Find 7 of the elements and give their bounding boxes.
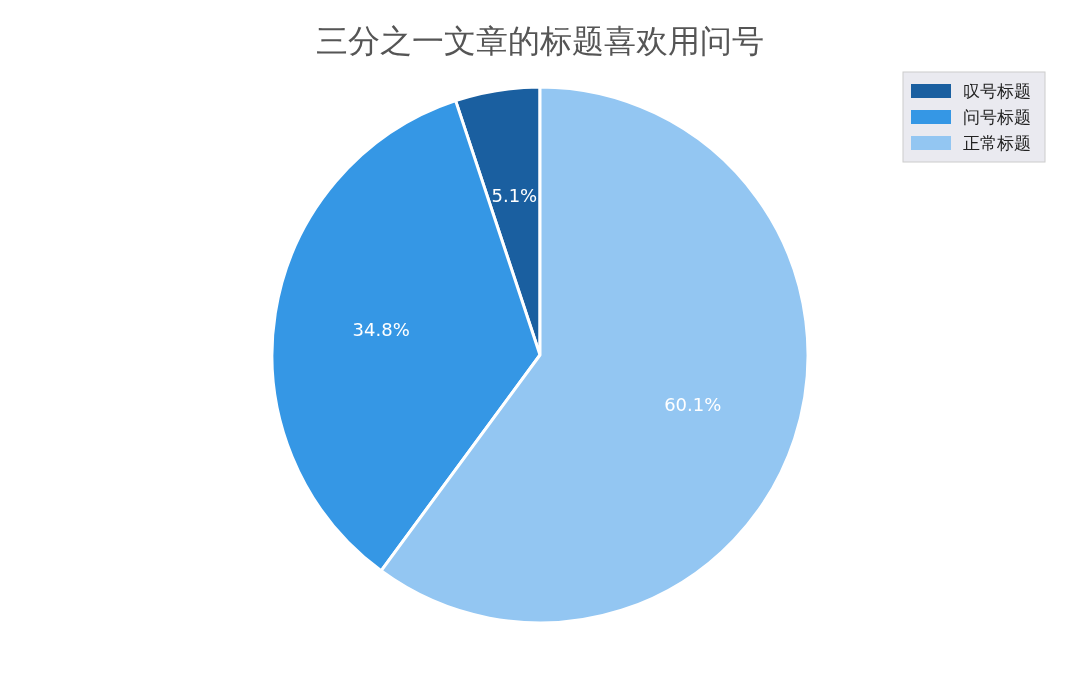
data-label: 60.1% [664, 394, 722, 416]
chart-title: 三分之一文章的标题喜欢用问号 [316, 22, 764, 60]
data-label: 34.8% [352, 318, 410, 340]
legend-label: 问号标题 [963, 107, 1031, 127]
legend-label: 叹号标题 [963, 81, 1031, 101]
legend-label: 正常标题 [963, 133, 1031, 153]
data-label: 5.1% [491, 185, 538, 207]
